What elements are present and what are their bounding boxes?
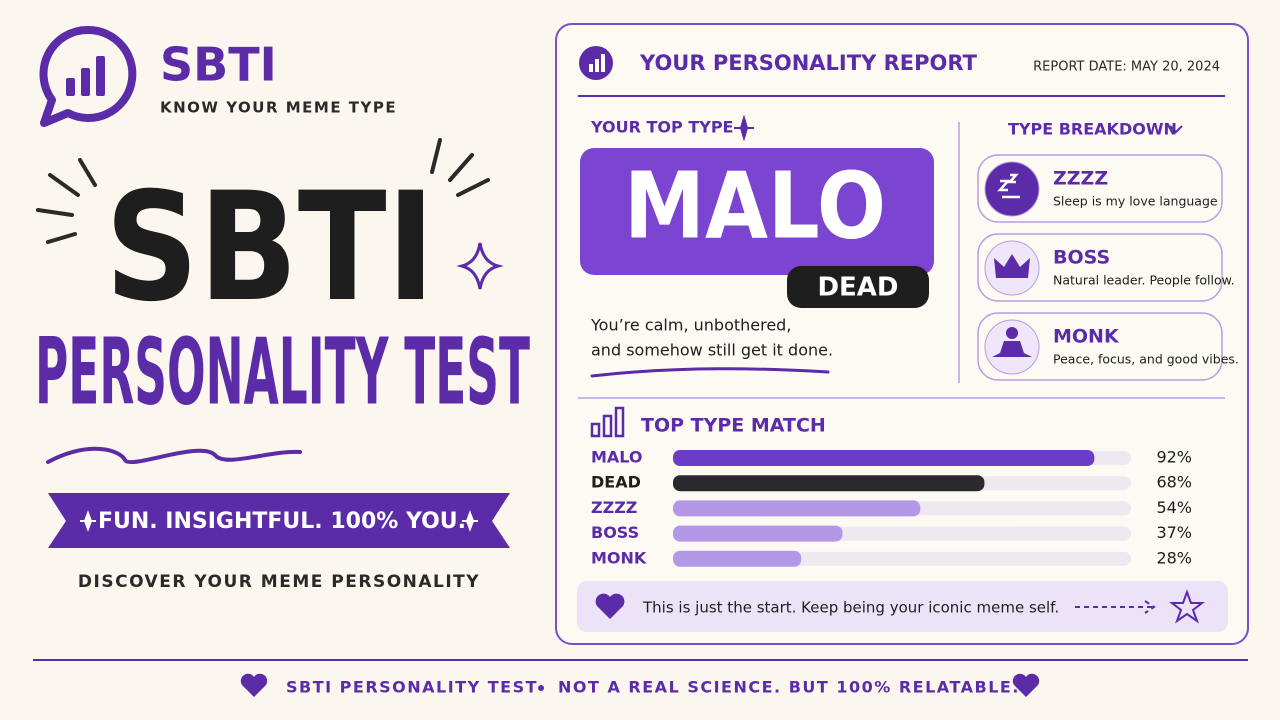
bar-chart: MALO 92% DEAD 68% ZZZZ 54% BOSS 37% MONK 28% <box>591 448 1192 568</box>
type-card <box>977 312 1223 381</box>
heart-icon <box>1012 673 1040 697</box>
crown-icon <box>994 254 1030 278</box>
report-date: REPORT DATE: MAY 20, 2024 <box>1033 60 1220 75</box>
star-icon <box>1169 589 1205 624</box>
bar <box>673 475 985 492</box>
top-type-label: YOUR TOP TYPE <box>590 118 733 137</box>
value-label: 28% <box>1156 548 1192 567</box>
underline <box>590 367 830 378</box>
bar <box>673 450 1095 466</box>
breakdown-list: ZZZZ Sleep is my love language BOSS Natural… <box>977 154 1239 381</box>
bar-label: BOSS <box>591 523 639 542</box>
value-label: 54% <box>1156 498 1192 517</box>
note-text: This is just the start. Keep being your … <box>642 599 1059 617</box>
note-box <box>577 581 1228 632</box>
breakdown-title: TYPE BREAKDOWN <box>1008 120 1177 139</box>
bar <box>673 550 802 567</box>
value-label: 92% <box>1156 448 1192 467</box>
brand-tagline: KNOW YOUR MEME TYPE <box>160 99 397 117</box>
secondary-type: DEAD <box>817 273 898 303</box>
bar <box>673 525 843 542</box>
footer-right: NOT A REAL SCIENCE. BUT 100% RELATABLE. <box>558 678 1020 697</box>
top-type: MALO <box>624 152 886 259</box>
hero-title: SBTI <box>105 161 435 335</box>
secondary-type-pill <box>787 266 929 308</box>
type-text: Natural leader. People follow. <box>1053 273 1235 288</box>
brand-name: SBTI <box>160 38 277 92</box>
chart-icon <box>590 406 625 438</box>
type-name: ZZZZ <box>1053 168 1108 190</box>
bar-label: DEAD <box>591 473 641 492</box>
bar-label: ZZZZ <box>591 498 637 517</box>
type-name: MONK <box>1053 326 1120 348</box>
arrow <box>1075 600 1156 614</box>
sleep-icon <box>997 173 1020 199</box>
sparkle <box>80 510 96 532</box>
type-card <box>977 154 1223 223</box>
monk-icon <box>992 341 1032 357</box>
squiggle <box>46 446 302 464</box>
type-icon <box>984 161 1040 217</box>
chart-title: TOP TYPE MATCH <box>641 415 826 437</box>
hero-subtitle: PERSONALITY TEST <box>35 318 530 425</box>
report-icon-bars <box>589 54 605 72</box>
monk-icon <box>1006 327 1018 339</box>
heart-icon <box>595 593 625 619</box>
top-type-box <box>580 148 934 275</box>
heart-icon <box>240 673 268 697</box>
type-text: Sleep is my love language <box>1053 194 1218 209</box>
description-line: and somehow still get it done. <box>591 341 833 360</box>
description-line: You’re calm, unbothered, <box>590 316 791 335</box>
separator-dot <box>538 685 544 691</box>
value-label: 68% <box>1156 473 1192 492</box>
decor-rays <box>36 138 490 244</box>
bar <box>673 500 921 517</box>
type-name: BOSS <box>1053 247 1110 269</box>
report-title: YOUR PERSONALITY REPORT <box>639 51 978 75</box>
banner-ribbon <box>48 493 510 548</box>
sparkle <box>734 114 754 142</box>
bar-label: MALO <box>591 448 643 467</box>
logo <box>39 25 137 127</box>
footer-left: SBTI PERSONALITY TEST <box>286 678 538 697</box>
sparkle <box>462 510 478 532</box>
type-card <box>977 233 1223 302</box>
cta-text: DISCOVER YOUR MEME PERSONALITY <box>78 572 480 592</box>
sparkle <box>456 242 504 290</box>
value-label: 37% <box>1156 523 1192 542</box>
type-text: Peace, focus, and good vibes. <box>1053 352 1239 367</box>
bar-label: MONK <box>591 548 647 567</box>
chevron[interactable] <box>1169 125 1183 134</box>
banner-text: FUN. INSIGHTFUL. 100% YOU. <box>98 509 466 534</box>
